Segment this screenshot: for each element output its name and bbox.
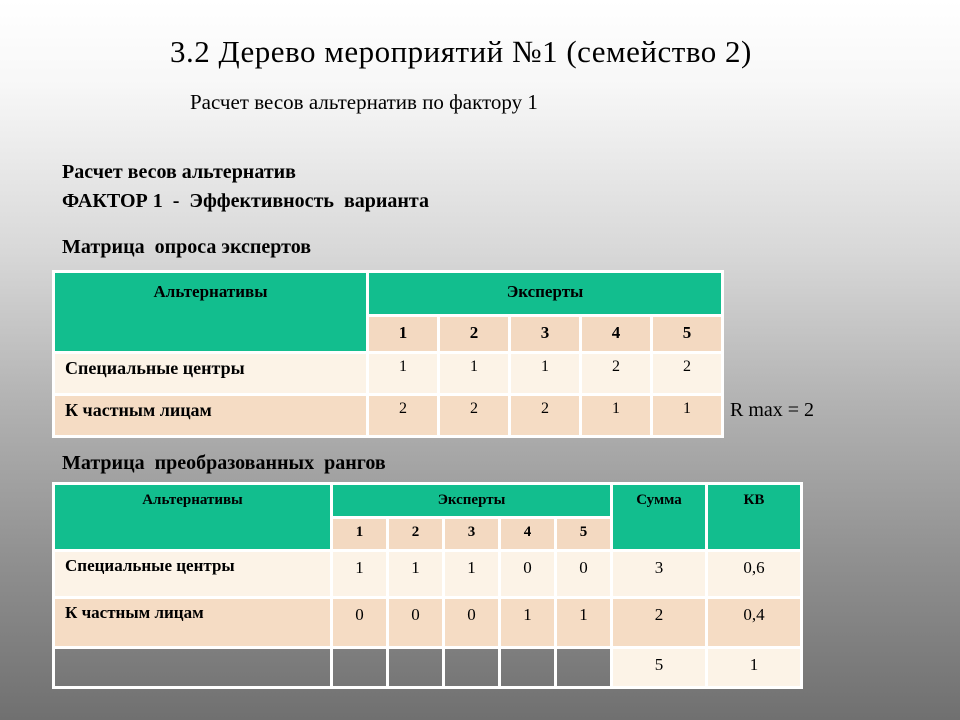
table-cell: 1 — [508, 351, 582, 396]
survey-matrix-table: Альтернативы Эксперты 1 2 3 4 5 Специаль… — [52, 270, 725, 438]
table2-expert-col-3: 3 — [442, 516, 501, 552]
table1-expert-col-2: 2 — [437, 314, 511, 354]
table1-row1-label: Специальные центры — [52, 351, 369, 396]
rmax-label: R max = 2 — [730, 399, 815, 421]
table2-row1-kv: 0,6 — [705, 549, 803, 599]
table-cell-empty — [330, 646, 389, 689]
transformed-ranks-table: Альтернативы Эксперты Сумма КВ 1 2 3 4 5… — [52, 482, 803, 689]
table-cell: 0 — [554, 549, 613, 599]
table-cell: 0 — [330, 596, 389, 649]
table-row: 5 1 — [52, 646, 803, 689]
table2-header-experts: Эксперты — [330, 482, 613, 519]
table-cell: 1 — [437, 351, 511, 396]
table-cell-empty — [386, 646, 445, 689]
page-subtitle: Расчет весов альтернатив по фактору 1 — [190, 90, 538, 114]
table2-row2-kv: 0,4 — [705, 596, 803, 649]
table-cell-empty — [52, 646, 333, 689]
table-cell: 1 — [386, 549, 445, 599]
table-cell: 1 — [366, 351, 440, 396]
table-cell: 2 — [579, 351, 653, 396]
table1-expert-col-1: 1 — [366, 314, 440, 354]
table2-expert-col-4: 4 — [498, 516, 557, 552]
table2-row1-sum: 3 — [610, 549, 708, 599]
table-cell: 1 — [649, 393, 725, 438]
table-row: 1 2 3 4 5 — [54, 516, 802, 552]
heading-line-factor: ФАКТОР 1 - Эффективность варианта — [62, 190, 430, 212]
table-cell: 2 — [649, 351, 725, 396]
table1-expert-col-5: 5 — [649, 314, 725, 354]
table2-row1-label: Специальные центры — [52, 549, 333, 599]
table2-expert-col-1: 1 — [330, 516, 389, 552]
table-cell-empty — [498, 646, 557, 689]
table2-expert-col-2: 2 — [386, 516, 445, 552]
table-cell: 0 — [498, 549, 557, 599]
table2-total-sum: 5 — [610, 646, 708, 689]
table-cell: 1 — [498, 596, 557, 649]
table1-expert-col-3: 3 — [508, 314, 582, 354]
table1-row2-label: К частным лицам — [52, 393, 369, 438]
table-row: 1 2 3 4 5 — [54, 314, 725, 354]
table2-total-kv: 1 — [705, 646, 803, 689]
page-title: 3.2 Дерево мероприятий №1 (семейство 2) — [170, 34, 752, 69]
table1-caption: Матрица опроса экспертов — [62, 236, 312, 258]
table-cell-empty — [442, 646, 501, 689]
table-cell: 1 — [442, 549, 501, 599]
table-row: К частным лицам 0 0 0 1 1 2 0,4 — [52, 596, 803, 649]
table-row: Альтернативы Эксперты Сумма КВ — [52, 482, 803, 552]
table2-header-kv: КВ — [705, 482, 803, 552]
table-cell: 2 — [437, 393, 511, 438]
table-cell: 0 — [442, 596, 501, 649]
table2-caption: Матрица преобразованных рангов — [62, 452, 386, 474]
table-cell: 1 — [579, 393, 653, 438]
table1-expert-col-4: 4 — [579, 314, 653, 354]
table2-header-sum: Сумма — [610, 482, 708, 552]
table-row: Альтернативы Эксперты — [52, 270, 725, 354]
table-cell: 1 — [554, 596, 613, 649]
table1-header-alternatives: Альтернативы — [52, 270, 369, 354]
table-cell: 2 — [366, 393, 440, 438]
table-cell: 1 — [330, 549, 389, 599]
table2-row2-label: К частным лицам — [52, 596, 333, 649]
table-cell-empty — [554, 646, 613, 689]
table-cell: 2 — [508, 393, 582, 438]
heading-line-calculation: Расчет весов альтернатив — [62, 161, 296, 183]
table1-header-experts: Эксперты — [365, 270, 725, 317]
table-cell: 0 — [386, 596, 445, 649]
heading-block: Расчет весов альтернатив ФАКТОР 1 - Эффе… — [62, 158, 429, 216]
table2-header-alternatives: Альтернативы — [52, 482, 333, 552]
table-row: Специальные центры 1 1 1 2 2 — [52, 351, 725, 396]
table2-expert-col-5: 5 — [554, 516, 613, 552]
table-row: К частным лицам 2 2 2 1 1 — [52, 393, 725, 438]
table2-row2-sum: 2 — [610, 596, 708, 649]
table-row: Специальные центры 1 1 1 0 0 3 0,6 — [52, 549, 803, 599]
